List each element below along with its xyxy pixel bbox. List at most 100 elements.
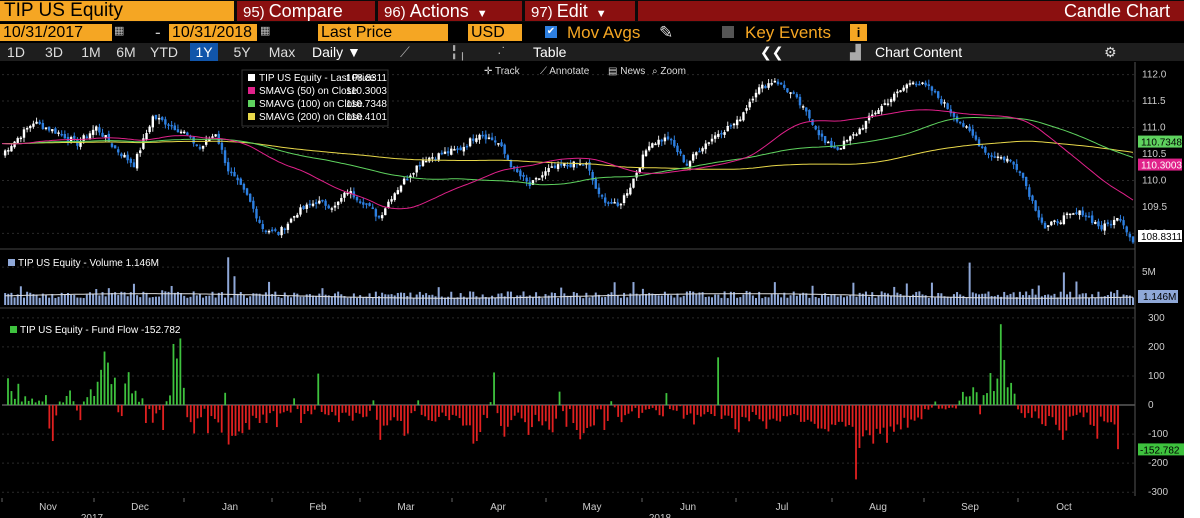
volume-bar [202, 297, 205, 305]
collapse-icon[interactable]: ❮❮ [760, 44, 784, 60]
line-chart-icon[interactable]: ⟋ [400, 44, 410, 60]
settings-gear-icon[interactable]: ⚙ [1104, 44, 1117, 60]
range-button-1d[interactable]: 1D [7, 44, 25, 60]
volume-bar [802, 292, 805, 305]
sma100-badge-text: 110.7348 [1141, 138, 1182, 149]
candle-body [871, 114, 874, 117]
calendar-icon[interactable]: ▦ [114, 25, 125, 37]
edit-button[interactable]: 97) Edit ▼ [525, 1, 635, 21]
volume-bar [714, 294, 717, 305]
candle-body [421, 159, 425, 166]
volume-bar [192, 291, 195, 305]
candle-body [220, 142, 224, 150]
dots-chart-icon[interactable]: ·˙ [497, 44, 507, 60]
track-tool[interactable]: ✛ Track [484, 66, 521, 77]
candle-body [10, 146, 13, 152]
volume-bar [230, 297, 233, 305]
fund-flow-bar [207, 405, 209, 434]
candle-body [902, 87, 905, 91]
last-price-badge [1138, 230, 1182, 242]
volume-bar [98, 295, 101, 305]
candle-body [908, 83, 912, 85]
candle-body [415, 165, 418, 173]
fund-flow-bar [789, 405, 792, 416]
security-ticker-field[interactable]: TIP US Equity [0, 1, 234, 21]
candle-body [1116, 217, 1119, 221]
candle-body [132, 162, 136, 168]
volume-bar [381, 292, 384, 305]
chart-content-icon[interactable]: ▟ [850, 44, 861, 60]
volume-bar [575, 293, 578, 305]
compare-button[interactable]: 95) Compare [237, 1, 375, 21]
volume-bar [1113, 293, 1116, 305]
volume-bar [252, 293, 255, 305]
fund-flow-bar [868, 405, 871, 436]
volume-bar [667, 294, 670, 305]
candle-body [437, 153, 440, 160]
candle-body [566, 164, 569, 167]
range-button-max[interactable]: Max [268, 44, 296, 60]
candle-body [1072, 213, 1075, 215]
fund-flow-bar [703, 405, 706, 415]
frequency-select[interactable]: Daily ▼ [312, 43, 361, 61]
fund-flow-bar [141, 398, 144, 405]
calendar-icon[interactable]: ▦ [260, 25, 271, 37]
fund-flow-bar [779, 405, 782, 422]
chart-content-button[interactable]: Chart Content [875, 44, 963, 60]
candle-body [296, 214, 299, 218]
price-badges: 110.7348 110.3003 108.8311 [1138, 135, 1182, 243]
candle-chart-icon[interactable]: ╏╷ [450, 44, 467, 60]
fund-flow-bar [255, 405, 258, 419]
info-icon[interactable]: i [850, 24, 867, 41]
actions-button[interactable]: 96) Actions ▼ [378, 1, 522, 21]
range-button-1y[interactable]: 1Y [190, 43, 218, 61]
volume-bar [4, 293, 7, 305]
fund-flow-bar [513, 405, 516, 416]
candle-body [965, 126, 968, 128]
range-button-3d[interactable]: 3D [45, 44, 63, 60]
field-select[interactable]: Last Price [318, 24, 448, 41]
fund-flow-bar [848, 405, 851, 426]
range-button-1m[interactable]: 1M [81, 44, 101, 60]
fund-flow-bar [486, 405, 489, 419]
volume-bar [224, 297, 227, 305]
currency-select[interactable]: USD [468, 24, 522, 41]
range-button-6m[interactable]: 6M [116, 44, 136, 60]
candle-body [999, 157, 1003, 159]
fund-flow-bar [813, 405, 816, 424]
fund-flow-bar [996, 378, 999, 405]
range-button-ytd[interactable]: YTD [150, 44, 178, 60]
candle-body [434, 158, 437, 161]
mov-avgs-checkbox[interactable]: ✔ [545, 26, 557, 38]
key-events-label: Key Events [745, 23, 831, 42]
range-button-5y[interactable]: 5Y [233, 44, 251, 60]
fund-flow-bar [413, 405, 416, 412]
flow-tick-label: -100 [1148, 429, 1168, 440]
fund-flow-bar [1003, 359, 1006, 405]
fund-flow-bar [451, 405, 454, 415]
volume-bar [1103, 296, 1106, 305]
volume-bar [142, 291, 145, 305]
candle-body [516, 168, 519, 173]
candle-body [453, 149, 456, 151]
volume-bar [277, 296, 280, 305]
candle-body [666, 136, 670, 140]
candle-body [333, 205, 337, 208]
annotate-tool[interactable]: ⟋ Annotate [540, 66, 590, 77]
volume-bar [670, 295, 673, 305]
fund-flow-bar [282, 405, 285, 413]
pencil-icon[interactable]: ✎ [659, 23, 674, 42]
key-events-checkbox[interactable] [722, 26, 734, 38]
candle-body [522, 174, 525, 177]
volume-bar [104, 296, 107, 305]
candle-body [1024, 176, 1028, 187]
candle-body [1046, 225, 1050, 227]
volume-bar [789, 295, 792, 305]
start-date-field[interactable]: 10/31/2017 [0, 24, 112, 41]
candle-body [239, 178, 242, 185]
zoom-tool[interactable]: ⌕ Zoom [652, 66, 686, 77]
table-button[interactable]: Table [533, 44, 567, 60]
end-date-field[interactable]: 10/31/2018 [169, 24, 257, 41]
news-tool[interactable]: ▤ News [608, 66, 645, 77]
